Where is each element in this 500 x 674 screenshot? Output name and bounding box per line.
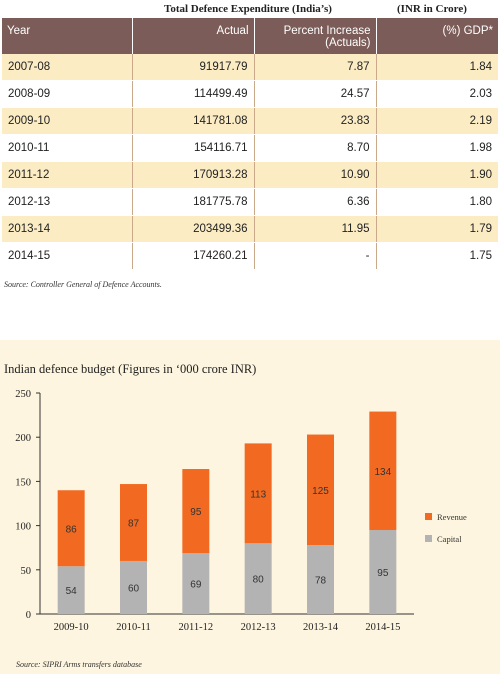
cell-percent-increase: 11.95 xyxy=(254,215,377,243)
bar-revenue xyxy=(307,434,334,546)
table-source: Source: Controller General of Defence Ac… xyxy=(4,280,162,289)
y-tick-label: 0 xyxy=(26,610,31,621)
bar-capital xyxy=(369,530,397,614)
y-tick-label: 200 xyxy=(15,433,31,444)
y-tick-label: 50 xyxy=(21,566,32,577)
data-label-capital: 69 xyxy=(190,580,202,591)
cell-percent-increase: 8.70 xyxy=(254,134,377,163)
cell-year: 2007-08 xyxy=(2,54,133,82)
bar-revenue xyxy=(120,484,147,561)
header-percent-increase: Percent Increase (Actuals) xyxy=(254,18,377,54)
legend-label-revenue: Revenue xyxy=(437,512,467,522)
table-row: 2012-13 181775.78 6.36 1.80 xyxy=(2,188,498,216)
cell-actual: 174260.21 xyxy=(132,242,255,270)
legend-swatch-capital xyxy=(425,535,432,542)
cell-actual: 170913.28 xyxy=(132,161,255,189)
cell-gdp: 1.98 xyxy=(376,134,498,163)
y-tick-label: 250 xyxy=(15,389,31,400)
data-label-capital: 78 xyxy=(315,576,327,587)
chart-source: Source: SIPRI Arms transfers database xyxy=(16,660,142,669)
data-label-revenue: 113 xyxy=(250,489,266,500)
cell-gdp: 1.80 xyxy=(376,188,498,216)
cell-year: 2010-11 xyxy=(2,134,133,163)
bar-revenue xyxy=(244,443,272,544)
cell-percent-increase: 23.83 xyxy=(254,107,377,136)
x-tick-label: 2014-15 xyxy=(365,622,400,633)
cell-percent-increase: 24.57 xyxy=(254,80,377,109)
cell-actual: 203499.36 xyxy=(132,215,255,243)
data-label-revenue: 86 xyxy=(66,524,78,535)
table-header-row: Year Actual Percent Increase (Actuals) (… xyxy=(2,18,498,54)
bar-capital xyxy=(307,545,334,614)
cell-gdp: 2.03 xyxy=(376,80,498,109)
table-row: 2007-08 91917.79 7.87 1.84 xyxy=(2,54,498,82)
data-label-capital: 60 xyxy=(128,583,140,594)
bar-capital xyxy=(244,543,272,614)
table-title: Total Defence Expenditure (India’s) xyxy=(164,3,332,15)
bar-revenue xyxy=(57,490,85,567)
cell-actual: 91917.79 xyxy=(132,54,255,82)
x-tick-label: 2009-10 xyxy=(54,622,89,633)
x-tick-label: 2012-13 xyxy=(241,622,276,633)
cell-gdp: 1.84 xyxy=(376,54,498,82)
cell-actual: 114499.49 xyxy=(132,80,255,109)
cell-year: 2013-14 xyxy=(2,215,133,243)
bar-capital xyxy=(120,560,147,614)
legend-swatch-revenue xyxy=(425,513,432,520)
chart-title: Indian defence budget (Figures in ‘000 c… xyxy=(4,362,257,376)
data-label-capital: 54 xyxy=(66,586,78,597)
bar-capital xyxy=(57,566,85,614)
cell-actual: 154116.71 xyxy=(132,134,255,163)
cell-gdp: 1.90 xyxy=(376,161,498,189)
cell-actual: 141781.08 xyxy=(132,107,255,136)
x-tick-label: 2010-11 xyxy=(116,622,151,633)
cell-percent-increase: - xyxy=(254,242,377,270)
data-label-revenue: 125 xyxy=(312,486,329,497)
header-percent-line2: (Actuals) xyxy=(325,37,371,49)
cell-year: 2008-09 xyxy=(2,80,133,109)
table-row: 2013-14 203499.36 11.95 1.79 xyxy=(2,215,498,243)
cell-year: 2012-13 xyxy=(2,188,133,216)
cell-year: 2014-15 xyxy=(2,242,133,270)
legend-label-capital: Capital xyxy=(437,534,462,544)
table-title-bar: Total Defence Expenditure (India’s) (INR… xyxy=(0,3,500,19)
cell-gdp: 2.19 xyxy=(376,107,498,136)
cell-gdp: 1.79 xyxy=(376,215,498,243)
x-tick-label: 2013-14 xyxy=(303,622,339,633)
x-tick-label: 2011-12 xyxy=(179,622,214,633)
table-row: 2008-09 114499.49 24.57 2.03 xyxy=(2,80,498,109)
cell-actual: 181775.78 xyxy=(132,188,255,216)
data-label-revenue: 87 xyxy=(128,519,140,530)
bar-revenue xyxy=(369,411,397,531)
cell-year: 2009-10 xyxy=(2,107,133,136)
table-unit: (INR in Crore) xyxy=(397,3,467,15)
table-row: 2014-15 174260.21-1.75 xyxy=(2,242,498,270)
table-row: 2010-11 154116.71 8.70 1.98 xyxy=(2,134,498,163)
bar-capital xyxy=(182,553,210,614)
bar-revenue xyxy=(182,469,210,554)
data-label-capital: 80 xyxy=(253,575,265,586)
table-row: 2011-12 170913.28 10.90 1.90 xyxy=(2,161,498,189)
cell-year: 2011-12 xyxy=(2,161,133,189)
header-percent-line1: Percent Increase xyxy=(283,25,371,37)
cell-gdp: 1.75 xyxy=(376,242,498,270)
header-gdp: (%) GDP* xyxy=(376,18,498,54)
data-label-capital: 95 xyxy=(377,568,389,579)
y-tick-label: 150 xyxy=(15,477,31,488)
table-row: 2009-10 141781.08 23.83 2.19 xyxy=(2,107,498,136)
y-tick-label: 100 xyxy=(15,522,31,533)
defence-expenditure-table: Year Actual Percent Increase (Actuals) (… xyxy=(2,18,498,270)
data-label-revenue: 95 xyxy=(190,507,202,518)
header-actual: Actual xyxy=(132,18,255,54)
cell-percent-increase: 7.87 xyxy=(254,54,377,82)
header-year: Year xyxy=(2,18,133,54)
cell-percent-increase: 10.90 xyxy=(254,161,377,189)
cell-percent-increase: 6.36 xyxy=(254,188,377,216)
data-label-revenue: 134 xyxy=(374,467,391,478)
